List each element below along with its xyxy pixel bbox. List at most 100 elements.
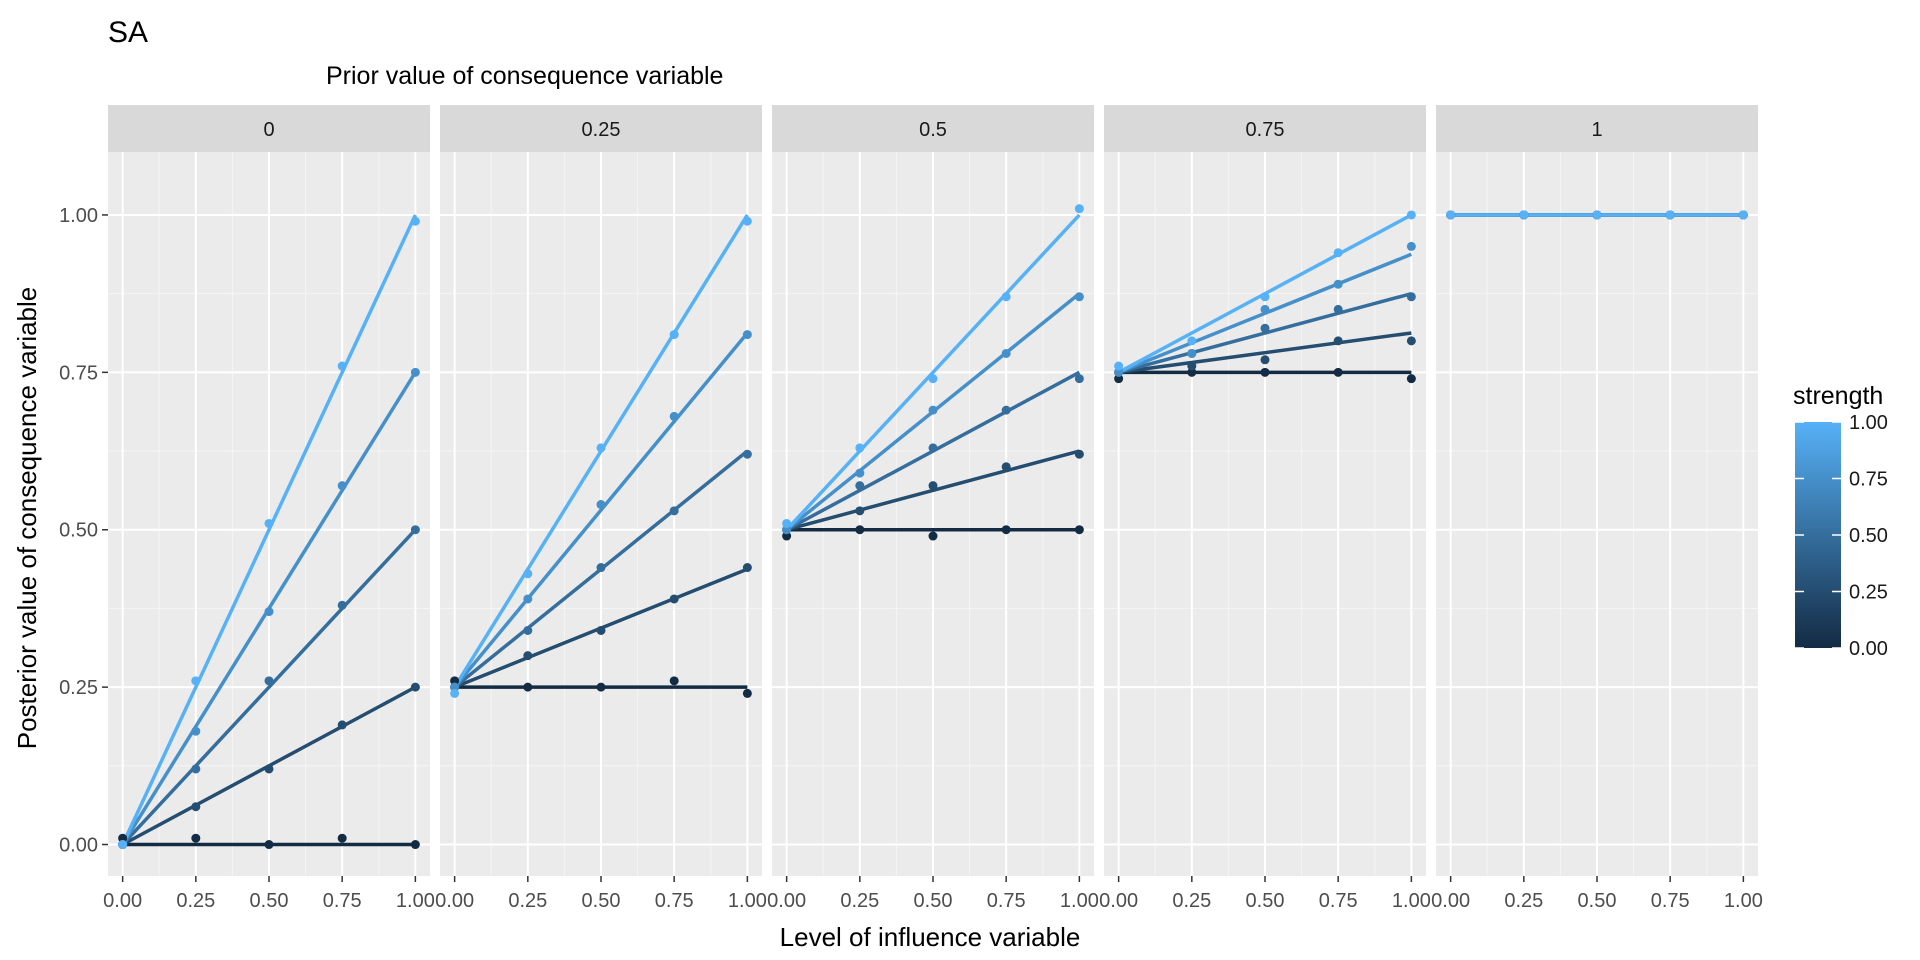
data-point [742,688,752,698]
data-point [410,367,420,377]
fit-line [121,214,417,846]
data-point [742,330,752,340]
data-point [1187,336,1197,346]
data-point [523,569,533,579]
facet-panel: 0 0.00 0.25 0.50 0.75 1.00 [103,105,435,912]
facet-panel: 0.5 0.00 0.25 0.50 0.75 1.00 [767,105,1099,912]
facet-panel: 1 0.00 0.25 0.50 0.75 1.00 [1431,105,1763,912]
data-point [450,676,460,686]
data-point [191,676,201,686]
data-point [1260,292,1270,302]
fit-line [786,449,1080,532]
x-tick-label: 0.00 [767,890,806,912]
x-tick-label: 0.50 [1246,890,1285,912]
y-tick-label: 0.50 [59,520,98,542]
data-point [1001,525,1011,535]
x-tick-label: 0.25 [1504,890,1543,912]
data-point [450,682,460,692]
fit-line [121,528,417,846]
data-point [742,563,752,573]
x-tick-label: 0.50 [582,890,621,912]
data-point [1333,336,1343,346]
data-point [1074,525,1084,535]
x-tick-label: 1.00 [1392,890,1431,912]
data-point [1333,304,1343,314]
x-axis-title: Level of influence variable [780,922,1081,952]
data-point [1406,292,1416,302]
data-point [1001,462,1011,472]
data-point [523,625,533,635]
x-tick-label: 0.50 [914,890,953,912]
y-tick-label: 0.00 [59,835,98,857]
data-point [410,840,420,850]
data-point [928,443,938,453]
facet-strip-label: 0 [263,119,274,141]
data-point [1333,367,1343,377]
data-point [1114,374,1124,384]
data-point [669,676,679,686]
data-point [1406,374,1416,384]
x-tick-label: 0.00 [435,890,474,912]
x-tick-label: 0.75 [1319,890,1358,912]
data-point [191,802,201,812]
data-point [596,563,606,573]
data-point [669,330,679,340]
data-point [337,600,347,610]
facet-strip-label: 0.5 [919,119,947,141]
data-point [264,840,274,850]
fit-line [1118,331,1412,375]
data-point [782,531,792,541]
data-point [928,374,938,384]
data-point [1260,304,1270,314]
x-tick-label: 1.00 [1724,890,1763,912]
facet-panels: 0.00 0.25 0.50 0.75 1.00 0 0.00 0.25 0.50 0.75 1.0… [59,105,1763,912]
data-point [410,525,420,535]
data-point [596,682,606,692]
data-point [523,594,533,604]
data-point [1333,248,1343,258]
x-tick-label: 0.75 [1651,890,1690,912]
data-point [855,468,865,478]
data-point [1001,405,1011,415]
facet-strip [772,105,1094,152]
data-point [118,833,128,843]
y-tick-label: 0.25 [59,677,98,699]
data-point [523,651,533,661]
data-point [118,840,128,850]
data-point [1187,361,1197,371]
data-point [782,518,792,528]
data-point [855,481,865,491]
fit-line [785,213,1081,531]
y-tick-label: 0.75 [59,362,98,384]
data-point [1406,336,1416,346]
legend-title: strength [1793,382,1883,410]
x-tick-label: 0.25 [840,890,879,912]
x-tick-label: 0.75 [987,890,1026,912]
data-point [855,443,865,453]
fit-line [453,331,749,689]
legend-tick-label: 1.00 [1849,412,1888,434]
data-point [669,506,679,516]
y-tick-label: 1.00 [59,205,98,227]
data-point [1592,210,1602,220]
legend-tick-label: 0.75 [1849,469,1888,491]
data-point [1074,374,1084,384]
data-point [855,506,865,516]
data-point [928,405,938,415]
data-point [337,481,347,491]
x-tick-label: 0.00 [1099,890,1138,912]
data-point [264,518,274,528]
x-tick-label: 0.25 [508,890,547,912]
facet-strip-label: 0.75 [1246,119,1285,141]
data-point [264,607,274,617]
chart-title: SA [108,16,148,49]
data-point [1446,210,1456,220]
legend-tick-label: 0.00 [1849,638,1888,660]
data-point [523,682,533,692]
data-point [1001,348,1011,358]
data-point [596,625,606,635]
data-point [1333,279,1343,289]
x-tick-label: 0.25 [176,890,215,912]
x-tick-label: 0.00 [103,890,142,912]
x-tick-label: 0.75 [323,890,362,912]
